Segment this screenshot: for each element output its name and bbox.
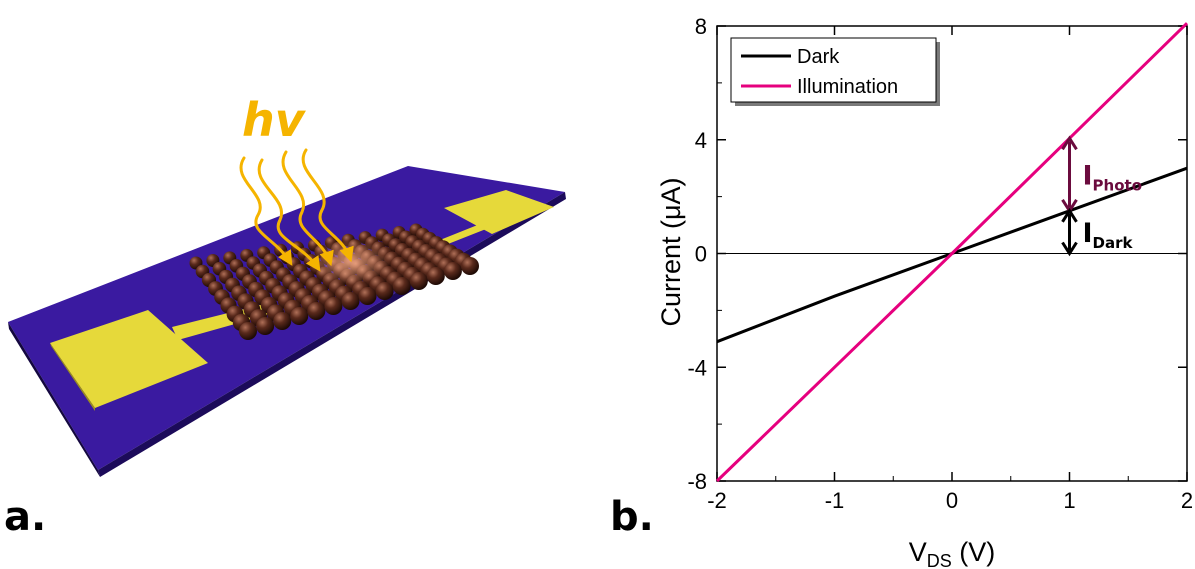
annotation-dark-label-sub: Dark: [1093, 234, 1134, 252]
x-tick-label: 1: [1063, 488, 1075, 513]
annotation-dark-label-main: I: [1083, 218, 1093, 249]
y-tick-label: 4: [695, 128, 707, 153]
legend: Dark Illumination: [730, 37, 940, 106]
annotation-dark-arrowhead-up: [1061, 208, 1078, 223]
right-electrode-line: [440, 224, 486, 244]
nanoparticle: [273, 312, 292, 330]
legend-label-illumination: Illumination: [797, 76, 898, 98]
nanoparticle: [307, 302, 326, 320]
nanoparticle: [392, 277, 411, 295]
annotation-photo-arrowhead-up: [1061, 135, 1078, 151]
panel-a-label: a.: [4, 494, 46, 540]
nanoparticle: [290, 307, 309, 325]
series-lines: [715, 22, 1189, 483]
nanoparticle: [409, 272, 428, 290]
nanoparticle: [256, 317, 275, 335]
nanoparticle: [375, 282, 394, 300]
x-tick-label: 0: [946, 488, 958, 513]
annotation-photo-label: IPhoto: [1083, 161, 1143, 195]
axis-ticks: -2 -1 0 1 2 -8 -4 0 4 8: [687, 14, 1193, 513]
y-axis-title: Current (μA): [656, 177, 686, 326]
incident-light-arrows: [239, 148, 354, 272]
panel-b-label: b.: [610, 494, 654, 540]
legend-box: [730, 37, 937, 103]
series-line-illumination: [715, 22, 1189, 483]
device-illustration: hv: [8, 93, 566, 477]
annotation-photo-label-main: I: [1083, 161, 1093, 192]
x-axis-title-unit: (V): [952, 537, 996, 567]
nanoparticle: [239, 322, 257, 340]
x-tick-label: -2: [707, 488, 727, 513]
annotation-dark-label: IDark: [1083, 218, 1134, 252]
nanoparticle: [358, 287, 377, 305]
nanoparticle: [324, 297, 343, 315]
y-tick-label: 0: [695, 242, 707, 267]
left-electrode-pad: [50, 310, 208, 408]
y-tick-label: -4: [687, 355, 707, 380]
nanoparticle: [341, 292, 360, 310]
substrate-front-edge: [8, 322, 100, 477]
left-electrode-pad-edge: [50, 343, 95, 411]
x-axis-title-subscript: DS: [927, 551, 952, 569]
x-tick-label: -1: [825, 488, 845, 513]
y-tick-label: 8: [695, 14, 707, 39]
nanoparticle: [426, 267, 445, 285]
annotation-dark-arrowhead-down: [1061, 241, 1078, 257]
annotation-photo-label-sub: Photo: [1093, 177, 1142, 195]
x-axis-title: VDS (V): [909, 537, 996, 569]
x-tick-label: 2: [1181, 488, 1193, 513]
legend-label-dark: Dark: [797, 46, 840, 68]
right-electrode-pad: [444, 190, 554, 234]
y-tick-label: -8: [687, 469, 707, 494]
x-axis-title-main: V: [909, 537, 927, 567]
photon-energy-label: hv: [242, 93, 307, 147]
nanoparticle: [461, 257, 479, 275]
nanoparticle: [443, 262, 462, 280]
